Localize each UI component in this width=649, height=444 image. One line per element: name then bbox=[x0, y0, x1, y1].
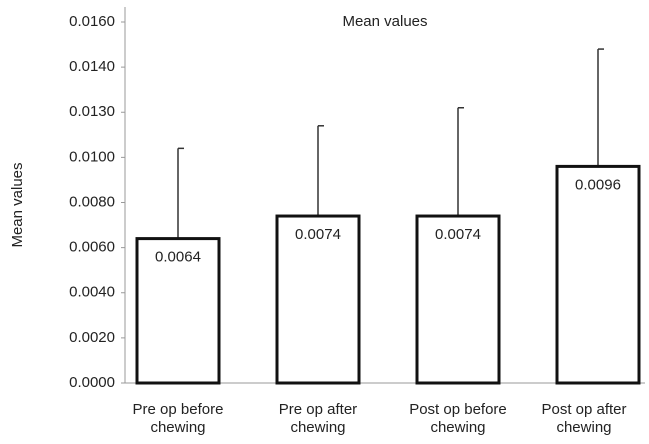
y-tick-label: 0.0100 bbox=[69, 148, 115, 165]
bar bbox=[275, 214, 361, 385]
y-tick-label: 0.0080 bbox=[69, 193, 115, 210]
y-tick-label: 0.0130 bbox=[69, 103, 115, 120]
y-tick-label: 0.0160 bbox=[69, 13, 115, 30]
x-tick-label: Pre op before chewing bbox=[132, 401, 224, 436]
x-tick-label: Pre op after chewing bbox=[278, 401, 358, 436]
bar bbox=[555, 164, 641, 385]
y-tick-label: 0.0000 bbox=[69, 374, 115, 391]
y-tick-label: 0.0040 bbox=[69, 284, 115, 301]
y-tick-label: 0.0060 bbox=[69, 239, 115, 256]
bar bbox=[135, 237, 221, 385]
bar bbox=[415, 214, 501, 385]
data-label: 0.0074 bbox=[295, 226, 341, 243]
x-tick-label: Post op before chewing bbox=[409, 401, 507, 436]
data-label: 0.0096 bbox=[575, 176, 621, 193]
data-label: 0.0064 bbox=[155, 249, 201, 266]
chart-title: Mean values bbox=[342, 13, 427, 30]
y-axis-label: Mean values bbox=[9, 162, 26, 247]
data-label: 0.0074 bbox=[435, 226, 481, 243]
y-tick-label: 0.0140 bbox=[69, 58, 115, 75]
x-tick-label: Post op after chewing bbox=[541, 401, 627, 436]
y-tick-label: 0.0020 bbox=[69, 329, 115, 346]
